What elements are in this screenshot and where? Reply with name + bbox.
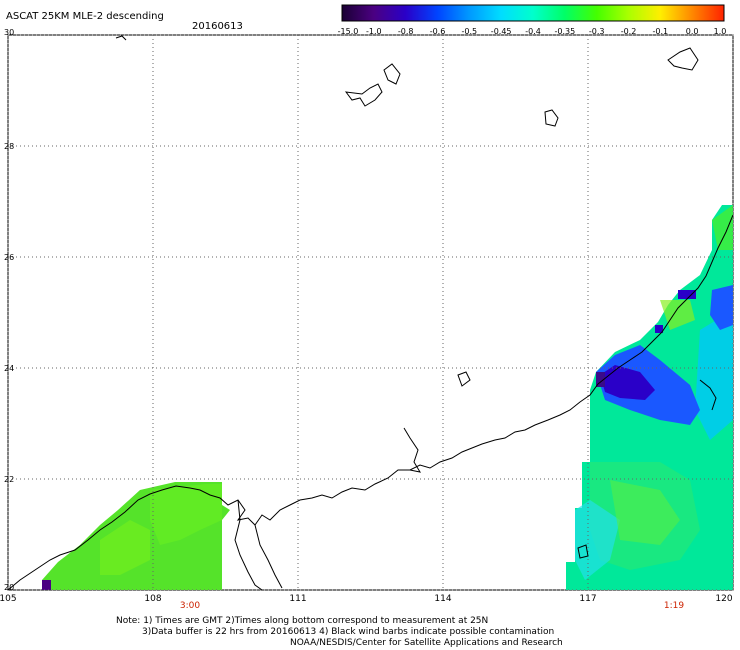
swath-time-east: 1:19	[663, 601, 685, 611]
note-line-3: NOAA/NESDIS/Center for Satellite Applica…	[290, 638, 563, 648]
colorbar-label: -0.5	[461, 27, 478, 36]
swath-time-west: 3:00	[179, 601, 201, 611]
colorbar-label: -0.4	[525, 27, 541, 36]
colorbar-label: -0.8	[397, 27, 414, 36]
lat-label-28: 28	[4, 142, 15, 151]
colorbar-gradient	[341, 4, 725, 22]
note-line-2: 3)Data buffer is 22 hrs from 20160613 4)…	[142, 627, 555, 637]
colorbar-label: -15.0	[337, 27, 359, 36]
colorbar-label: -0.3	[588, 27, 605, 36]
colorbar-label: -0.1	[652, 27, 669, 36]
product-title: ASCAT 25KM MLE-2 descending	[6, 11, 164, 22]
lat-lon-grid	[7, 34, 734, 591]
lat-label-26: 26	[4, 253, 15, 262]
product-date: 20160613	[192, 21, 243, 32]
lat-label-24: 24	[4, 364, 15, 373]
colorbar-label: 1.0	[713, 27, 727, 36]
colorbar-label: -0.2	[620, 27, 637, 36]
east-swath	[566, 205, 733, 590]
colorbar-label: 0.0	[685, 27, 699, 36]
colorbar-label: -1.0	[366, 27, 382, 36]
colorbar-label: -0.6	[429, 27, 446, 36]
lat-label-22: 22	[4, 475, 15, 484]
west-swath	[42, 482, 230, 590]
lon-label-108: 108	[144, 594, 162, 604]
lat-label-30: 30	[4, 28, 15, 37]
lon-label-105: 105	[0, 594, 17, 604]
colorbar-label: -0.35	[554, 27, 576, 36]
colorbar-label: -0.45	[490, 27, 512, 36]
lon-label-120: 120	[715, 594, 733, 604]
lon-label-114: 114	[434, 594, 452, 604]
coastline	[7, 35, 734, 591]
note-line-1: Note: 1) Times are GMT 2)Times along bot…	[116, 616, 489, 626]
lon-label-117: 117	[579, 594, 597, 604]
lat-label-20: 20	[4, 583, 15, 592]
colorbar	[341, 4, 725, 22]
lon-label-111: 111	[289, 594, 307, 604]
